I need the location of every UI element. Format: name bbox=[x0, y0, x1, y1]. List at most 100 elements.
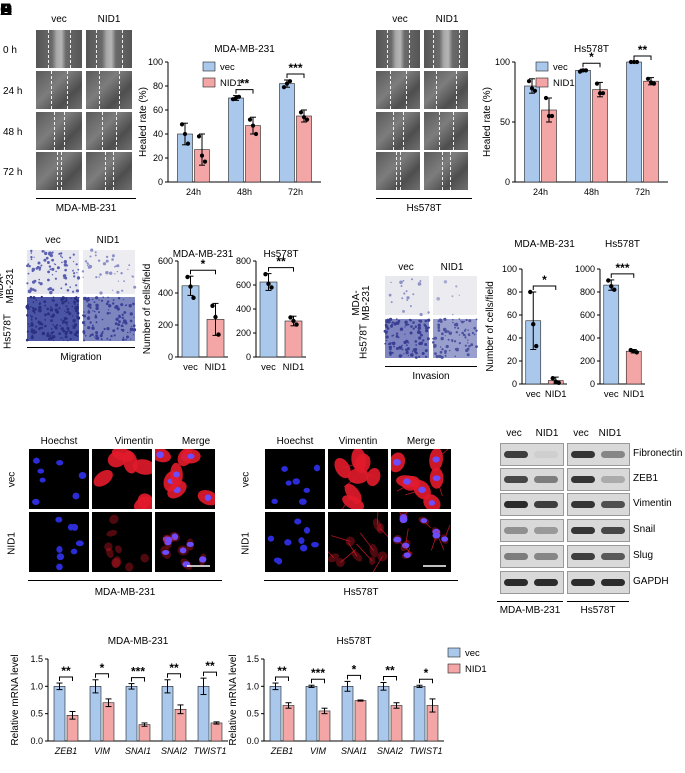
cell bbox=[98, 299, 100, 301]
cell bbox=[93, 301, 96, 304]
cell bbox=[112, 329, 116, 333]
data-point bbox=[191, 295, 196, 300]
cell bbox=[120, 328, 123, 331]
nucleus bbox=[56, 553, 65, 561]
cell bbox=[73, 296, 77, 301]
cell bbox=[37, 261, 41, 265]
cell bbox=[403, 292, 406, 295]
cell bbox=[109, 338, 112, 341]
cell bbox=[94, 314, 97, 317]
cell bbox=[26, 282, 29, 285]
cell bbox=[53, 263, 55, 265]
cell bbox=[73, 275, 76, 278]
cell bbox=[76, 272, 78, 274]
significance-label: ** bbox=[385, 664, 395, 678]
data-point bbox=[529, 86, 535, 91]
y-tick-label: 600 bbox=[236, 280, 251, 290]
data-point bbox=[179, 122, 185, 127]
cell bbox=[395, 332, 399, 335]
vimentin-filament bbox=[403, 512, 408, 518]
bar-nid1 bbox=[426, 705, 439, 742]
cell bbox=[102, 262, 107, 266]
cell bbox=[44, 251, 48, 256]
cell bbox=[468, 319, 472, 323]
blot-band bbox=[601, 476, 625, 483]
panel-label-b: B bbox=[0, 0, 13, 19]
cell bbox=[110, 334, 113, 338]
row-label-nid1: NID1 bbox=[240, 532, 252, 555]
cell bbox=[68, 312, 72, 316]
cell bbox=[452, 321, 454, 324]
fluorescence-canvas bbox=[271, 464, 321, 505]
nucleus bbox=[294, 518, 302, 525]
blot-band bbox=[571, 501, 595, 508]
cell bbox=[73, 272, 76, 275]
cell bbox=[447, 330, 450, 333]
cell bbox=[47, 312, 50, 316]
cell bbox=[103, 327, 106, 331]
blot-strip bbox=[567, 545, 630, 568]
cell bbox=[91, 333, 94, 336]
significance-label: *** bbox=[131, 665, 145, 679]
cell bbox=[118, 314, 121, 317]
significance-label: *** bbox=[311, 666, 325, 680]
cell bbox=[76, 335, 79, 338]
bar-nid1 bbox=[194, 149, 210, 183]
bar-nid1 bbox=[390, 705, 403, 742]
cell bbox=[88, 309, 90, 311]
cell bbox=[417, 326, 422, 330]
cell bbox=[468, 345, 471, 348]
cell bbox=[48, 265, 52, 268]
panel-label-e: E bbox=[0, 0, 12, 19]
cell bbox=[116, 270, 119, 273]
y-tick-label: 0 bbox=[168, 352, 173, 362]
scratch-edge bbox=[400, 152, 401, 190]
cell bbox=[66, 307, 70, 311]
x-tick-label: vec bbox=[183, 362, 198, 373]
bar-vec bbox=[603, 284, 620, 385]
cell bbox=[448, 331, 452, 335]
blot-strip bbox=[567, 519, 630, 542]
panel-label-f: F bbox=[0, 0, 11, 19]
cell bbox=[391, 351, 394, 354]
nucleus bbox=[56, 563, 63, 571]
cell bbox=[409, 305, 412, 308]
bar-vec bbox=[228, 97, 244, 183]
fluorescence-canvas bbox=[328, 512, 388, 572]
cell bbox=[47, 337, 51, 341]
significance-label: * bbox=[424, 666, 429, 680]
nucleus bbox=[303, 526, 311, 534]
cell bbox=[84, 260, 88, 263]
cell bbox=[77, 268, 80, 271]
cell bbox=[130, 338, 132, 340]
cell bbox=[107, 300, 110, 303]
vimentin-signal bbox=[351, 550, 363, 562]
cell bbox=[405, 351, 409, 355]
significance-label: ** bbox=[205, 659, 215, 673]
data-point bbox=[287, 79, 293, 84]
data-point bbox=[269, 285, 274, 290]
scratch-edge bbox=[61, 152, 62, 190]
data-point bbox=[634, 350, 639, 355]
blot-strip bbox=[500, 443, 564, 466]
cell bbox=[65, 305, 68, 308]
fluorescence-image bbox=[391, 512, 451, 572]
cell bbox=[425, 329, 429, 333]
cell bbox=[75, 284, 78, 287]
cell bbox=[98, 311, 100, 314]
blot-band bbox=[534, 501, 558, 508]
cell bbox=[447, 338, 450, 341]
cell bbox=[38, 266, 42, 269]
scratch-micrograph bbox=[376, 112, 420, 150]
cell bbox=[91, 326, 95, 330]
cell bbox=[458, 334, 461, 336]
cell bbox=[436, 297, 440, 301]
cell bbox=[95, 331, 99, 335]
nucleus bbox=[432, 532, 441, 539]
cell bbox=[38, 302, 42, 305]
vimentin-filament bbox=[340, 549, 357, 563]
cell bbox=[461, 320, 464, 324]
nucleus bbox=[72, 492, 80, 500]
nucleus bbox=[403, 478, 411, 485]
data-point bbox=[247, 117, 253, 122]
